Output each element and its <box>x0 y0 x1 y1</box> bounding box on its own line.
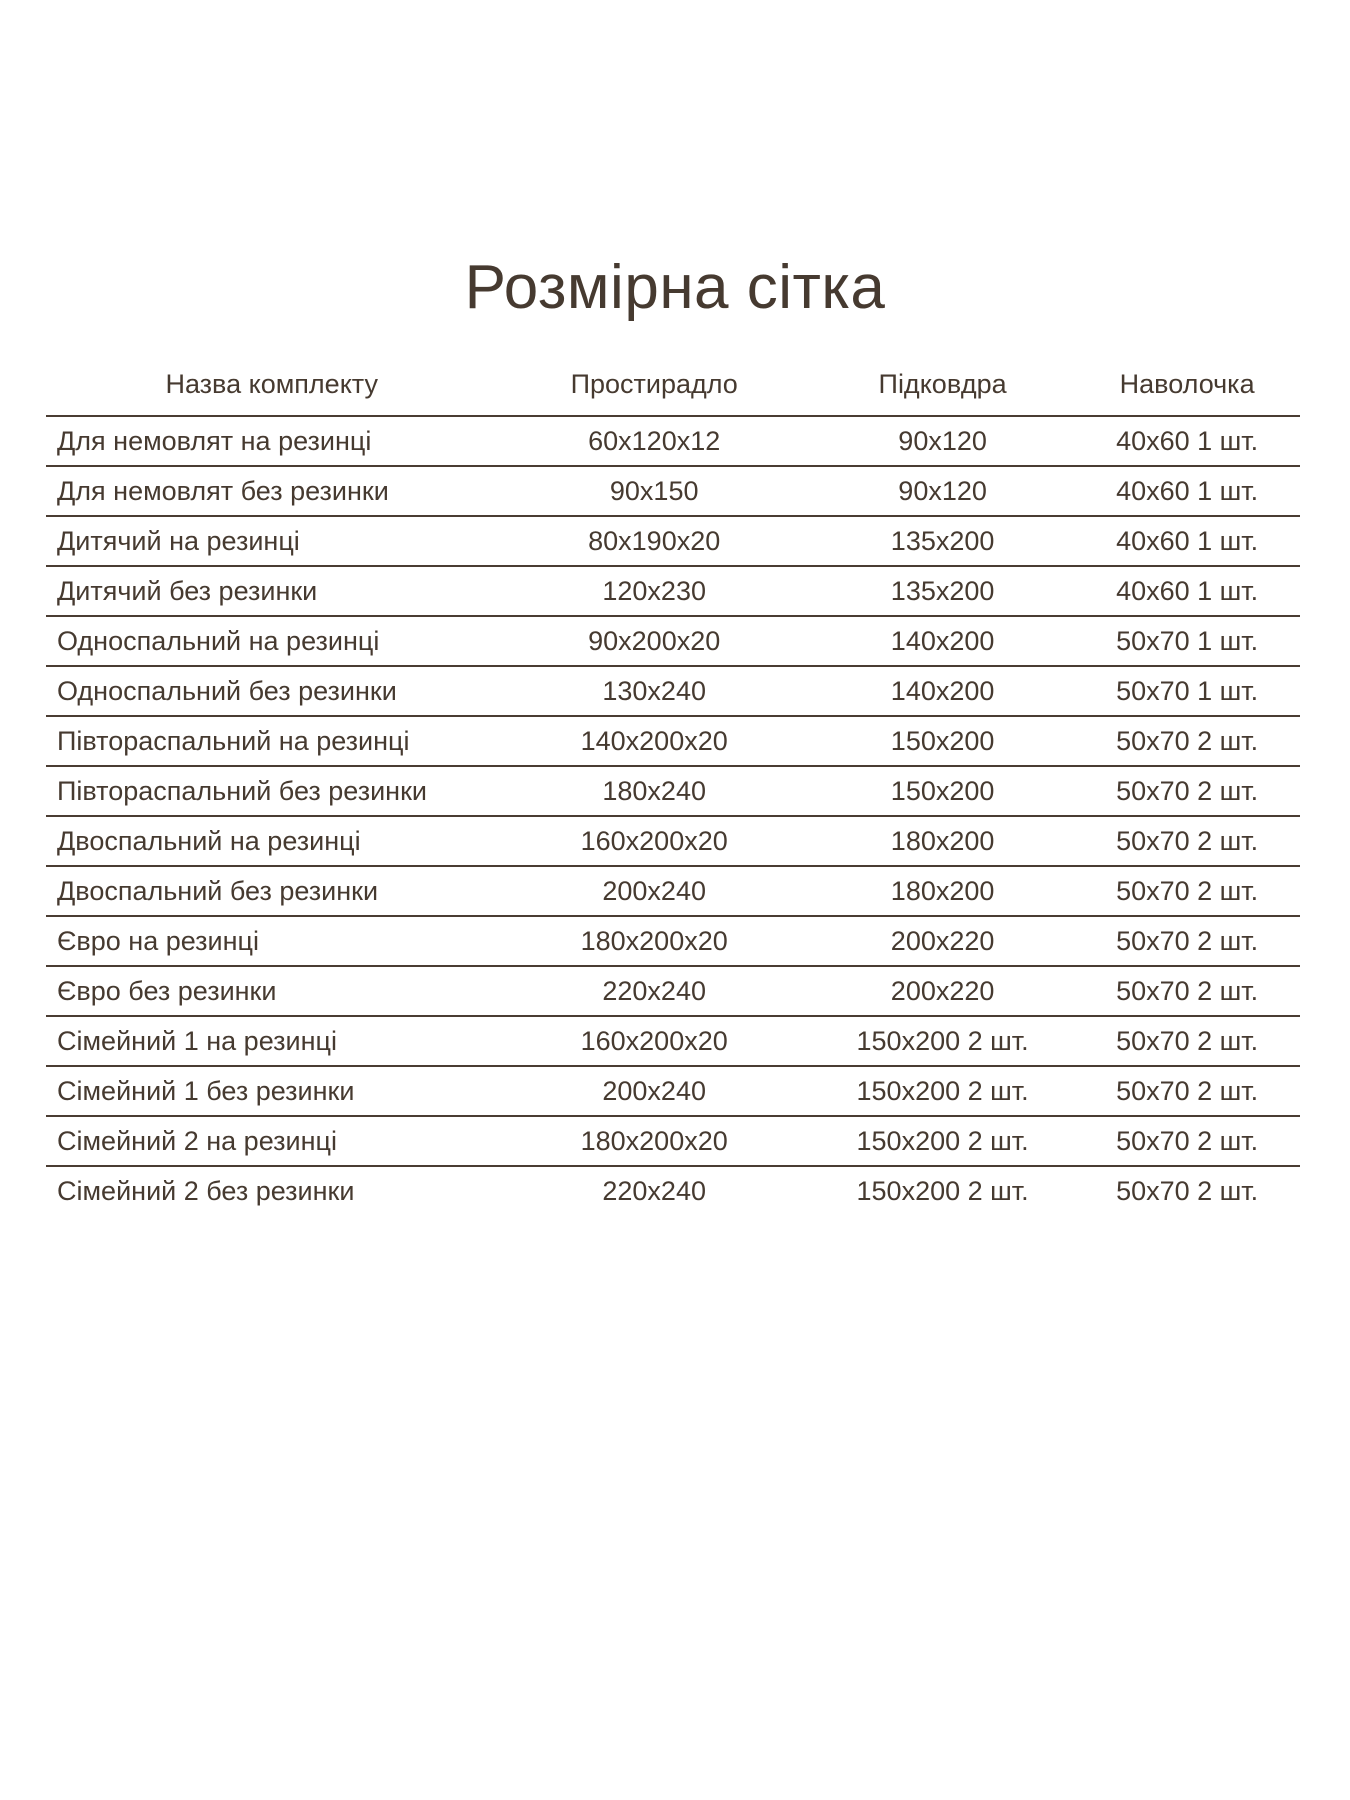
cell-duvet-size: 150х200 <box>810 716 1075 767</box>
cell-sheet-size: 200х240 <box>497 1066 811 1117</box>
cell-pillowcase-size: 50х70 2 шт. <box>1074 1016 1300 1067</box>
table-row: Дитячий на резинці 80х190х20 135х200 40х60 … <box>46 516 1300 567</box>
cell-pillowcase-size: 40х60 1 шт. <box>1074 516 1300 567</box>
cell-sheet-size: 160х200х20 <box>497 816 811 867</box>
cell-set-name: Півтораспальний без резинки <box>46 766 498 817</box>
cell-pillowcase-size: 50х70 2 шт. <box>1074 866 1300 917</box>
cell-pillowcase-size: 50х70 2 шт. <box>1074 1116 1300 1167</box>
cell-duvet-size: 150х200 2 шт. <box>810 1116 1075 1167</box>
table-row: Євро без резинки 220х240 200х220 50х70 2 шт… <box>46 966 1300 1017</box>
cell-pillowcase-size: 50х70 2 шт. <box>1074 916 1300 967</box>
cell-sheet-size: 120х230 <box>497 566 811 617</box>
cell-pillowcase-size: 50х70 2 шт. <box>1074 816 1300 867</box>
cell-pillowcase-size: 40х60 1 шт. <box>1074 466 1300 517</box>
cell-sheet-size: 180х240 <box>497 766 811 817</box>
table-row: Півтораспальний на резинці 140х200х20 150х… <box>46 716 1300 767</box>
cell-pillowcase-size: 40х60 1 шт. <box>1074 566 1300 617</box>
cell-pillowcase-size: 40х60 1 шт. <box>1074 416 1300 467</box>
table-row: Сімейний 2 без резинки 220х240 150х200 2 ш… <box>46 1166 1300 1216</box>
cell-sheet-size: 60х120х12 <box>497 416 811 467</box>
cell-set-name: Півтораспальний на резинці <box>46 716 498 767</box>
cell-duvet-size: 135х200 <box>810 516 1075 567</box>
cell-sheet-size: 180х200х20 <box>497 916 811 967</box>
cell-sheet-size: 80х190х20 <box>497 516 811 567</box>
column-header-duvet-cover: Підковдра <box>810 369 1075 417</box>
cell-duvet-size: 150х200 2 шт. <box>810 1016 1075 1067</box>
size-table-body: Для немовлят на резинці 60х120х12 90х120 40… <box>46 416 1300 1216</box>
cell-duvet-size: 135х200 <box>810 566 1075 617</box>
cell-set-name: Євро на резинці <box>46 916 498 967</box>
cell-set-name: Сімейний 1 без резинки <box>46 1066 498 1117</box>
table-row: Односпальний на резинці 90х200х20 140х200 5… <box>46 616 1300 667</box>
cell-pillowcase-size: 50х70 2 шт. <box>1074 716 1300 767</box>
cell-set-name: Сімейний 2 на резинці <box>46 1116 498 1167</box>
cell-sheet-size: 90х150 <box>497 466 811 517</box>
table-row: Для немовлят на резинці 60х120х12 90х120 40… <box>46 416 1300 467</box>
table-row: Дитячий без резинки 120х230 135х200 40х60 1… <box>46 566 1300 617</box>
header-row: Назва комплекту Простирадло Підковдра На… <box>46 369 1300 417</box>
cell-pillowcase-size: 50х70 2 шт. <box>1116 1176 1259 1206</box>
table-row: Односпальний без резинки 130х240 140х200 50… <box>46 666 1300 717</box>
cell-sheet-size: 220х240 <box>602 1176 706 1206</box>
table-row: Євро на резинці 180х200х20 200х220 50х70 2 … <box>46 916 1300 967</box>
size-table-header: Назва комплекту Простирадло Підковдра На… <box>46 369 1300 417</box>
cell-duvet-size: 200х220 <box>810 966 1075 1017</box>
cell-pillowcase-size: 50х70 2 шт. <box>1074 766 1300 817</box>
cell-duvet-size: 90х120 <box>810 466 1075 517</box>
column-header-sheet: Простирадло <box>497 369 811 417</box>
cell-set-name: Сімейний 2 без резинки <box>57 1176 355 1206</box>
cell-pillowcase-size: 50х70 2 шт. <box>1074 1066 1300 1117</box>
cell-set-name: Для немовлят на резинці <box>46 416 498 467</box>
cell-set-name: Двоспальний на резинці <box>46 816 498 867</box>
cell-duvet-size: 150х200 2 шт. <box>810 1066 1075 1117</box>
cell-set-name: Двоспальний без резинки <box>46 866 498 917</box>
table-row: Сімейний 2 на резинці 180х200х20 150х200 2… <box>46 1116 1300 1167</box>
size-table: Назва комплекту Простирадло Підковдра На… <box>46 369 1300 1216</box>
table-row: Двоспальний на резинці 160х200х20 180х200 5… <box>46 816 1300 867</box>
cell-sheet-size: 160х200х20 <box>497 1016 811 1067</box>
table-row: Для немовлят без резинки 90х150 90х120 40х6… <box>46 466 1300 517</box>
cell-set-name: Євро без резинки <box>46 966 498 1017</box>
cell-set-name: Дитячий на резинці <box>46 516 498 567</box>
cell-set-name: Сімейний 1 на резинці <box>46 1016 498 1067</box>
cell-duvet-size: 140х200 <box>810 616 1075 667</box>
cell-sheet-size: 140х200х20 <box>497 716 811 767</box>
cell-sheet-size: 130х240 <box>497 666 811 717</box>
cell-sheet-size: 180х200х20 <box>497 1116 811 1167</box>
cell-duvet-size: 200х220 <box>810 916 1075 967</box>
cell-duvet-size: 180х200 <box>810 816 1075 867</box>
cell-set-name: Односпальний без резинки <box>46 666 498 717</box>
table-row: Сімейний 1 на резинці 160х200х20 150х200 2… <box>46 1016 1300 1067</box>
cell-duvet-size: 90х120 <box>810 416 1075 467</box>
page-title: Розмірна сітка <box>464 253 886 322</box>
cell-duvet-size: 150х200 2 шт. <box>856 1176 1029 1206</box>
cell-duvet-size: 150х200 <box>810 766 1075 817</box>
cell-sheet-size: 200х240 <box>497 866 811 917</box>
cell-pillowcase-size: 50х70 1 шт. <box>1074 616 1300 667</box>
table-row: Сімейний 1 без резинки 200х240 150х200 2 ш… <box>46 1066 1300 1117</box>
table-row: Півтораспальний без резинки 180х240 150х20… <box>46 766 1300 817</box>
cell-sheet-size: 220х240 <box>497 966 811 1017</box>
cell-pillowcase-size: 50х70 1 шт. <box>1074 666 1300 717</box>
cell-set-name: Для немовлят без резинки <box>46 466 498 517</box>
table-row: Двоспальний без резинки 200х240 180х200 50х… <box>46 866 1300 917</box>
cell-duvet-size: 180х200 <box>810 866 1075 917</box>
cell-set-name: Дитячий без резинки <box>46 566 498 617</box>
column-header-set-name: Назва комплекту <box>46 369 498 417</box>
cell-sheet-size: 90х200х20 <box>497 616 811 667</box>
cell-duvet-size: 140х200 <box>810 666 1075 717</box>
cell-set-name: Односпальний на резинці <box>46 616 498 667</box>
cell-pillowcase-size: 50х70 2 шт. <box>1074 966 1300 1017</box>
column-header-pillowcase: Наволочка <box>1074 369 1300 417</box>
